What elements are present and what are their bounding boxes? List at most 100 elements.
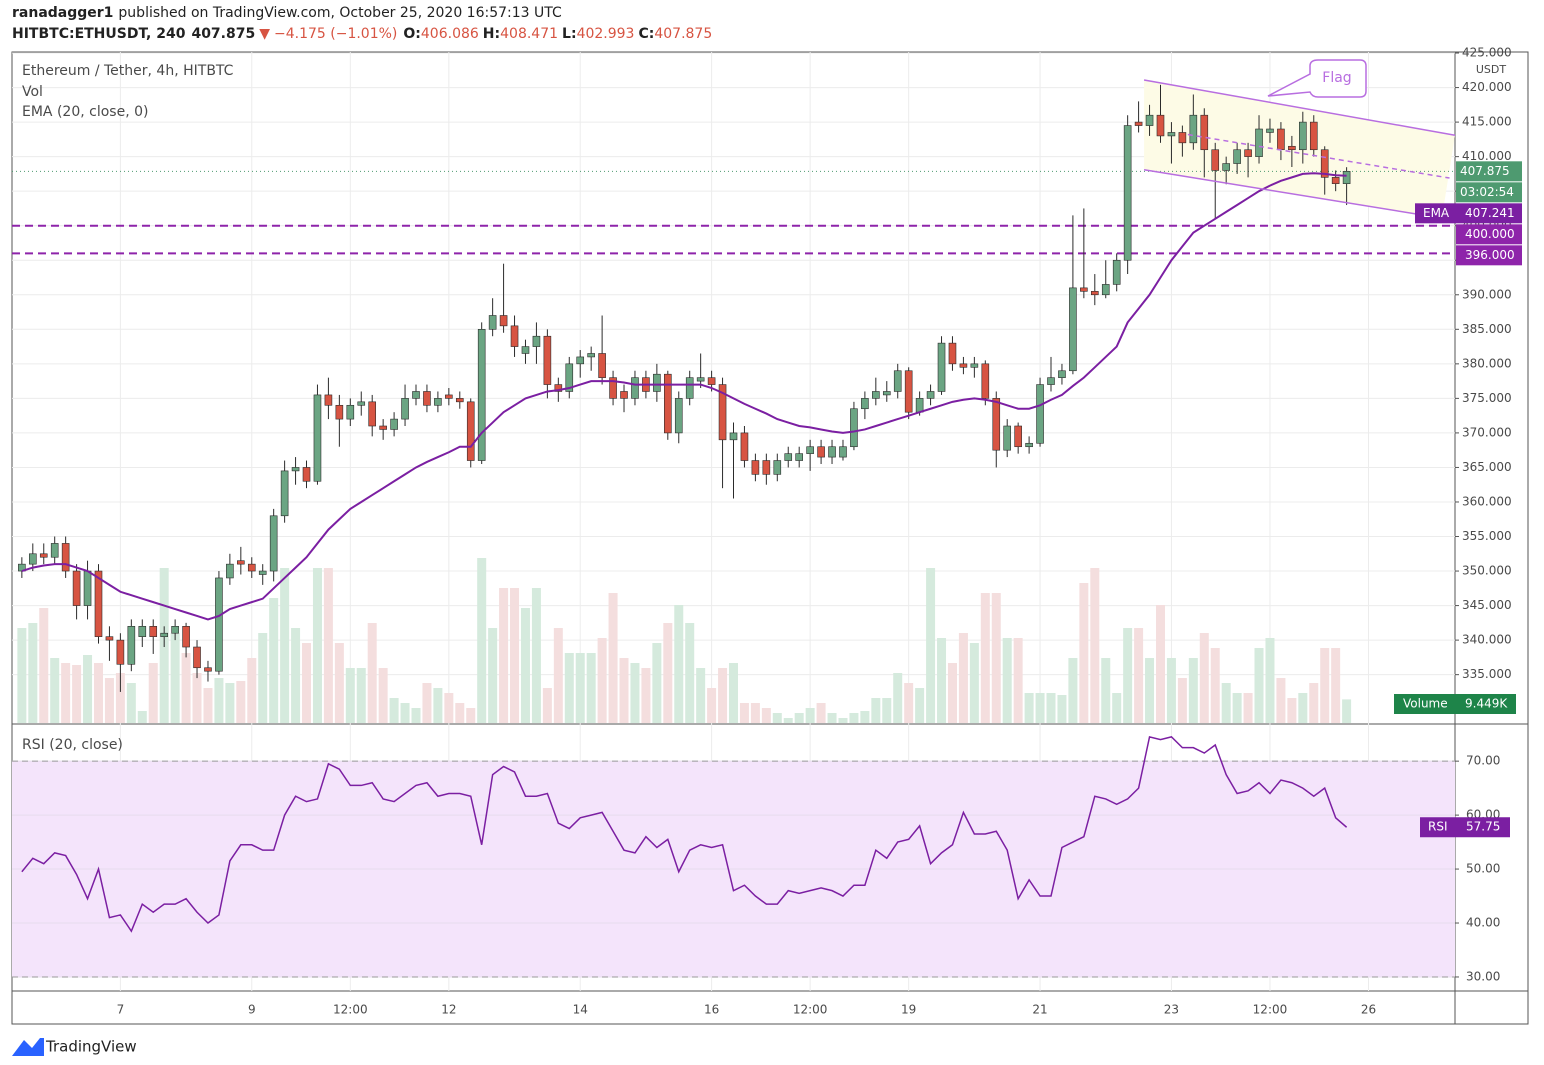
volume-bar: [608, 593, 618, 723]
volume-bar: [323, 568, 333, 723]
volume-bar: [739, 703, 749, 723]
last: 407.875: [191, 26, 255, 42]
x-tick-label: 9: [248, 1003, 256, 1017]
candle-body: [707, 377, 716, 385]
candle-body: [904, 370, 913, 413]
volume-bar: [444, 693, 454, 723]
candle-body: [1233, 149, 1241, 164]
volume-bar: [280, 568, 290, 723]
candle-body: [850, 408, 858, 448]
ohlc-label: L:: [562, 26, 577, 42]
candle-body: [138, 626, 147, 637]
volume-bar: [1188, 658, 1198, 723]
volume-bar: [564, 653, 574, 723]
candle-body: [521, 346, 530, 354]
candle-body: [466, 401, 475, 461]
volume-bar: [586, 653, 596, 723]
candle-body: [50, 543, 59, 558]
volume-bar: [236, 681, 246, 723]
candle-body: [357, 401, 366, 406]
volume-bar: [247, 658, 257, 723]
volume-bar: [214, 678, 224, 723]
candle-body: [674, 398, 683, 434]
volume-bar: [334, 643, 344, 723]
y-tick-label: 335.000: [1462, 667, 1512, 681]
ohlc-label: H:: [483, 26, 500, 42]
volume-bar: [1123, 628, 1133, 723]
volume-bar: [1342, 699, 1352, 723]
candle-body: [1112, 259, 1121, 285]
volume-value: 9.449K: [1465, 697, 1508, 711]
volume-bar: [225, 683, 235, 723]
candle-body: [1255, 128, 1263, 157]
x-tick-label: 26: [1361, 1003, 1376, 1017]
volume-bar: [181, 653, 191, 723]
level-label: 396.000: [1465, 248, 1515, 262]
candle-body: [751, 460, 760, 475]
volume-bar: [761, 708, 771, 723]
volume-bar: [61, 663, 71, 723]
volume-bar: [969, 643, 979, 723]
volume-bar: [663, 623, 673, 723]
flag-line: [1143, 169, 1442, 219]
volume-bar: [291, 628, 301, 723]
volume-bar: [1166, 658, 1176, 723]
candle-body: [1014, 425, 1022, 448]
volume-bar: [1134, 628, 1144, 723]
candle-body: [1156, 114, 1165, 137]
volume-bar: [411, 708, 421, 723]
volume-bar: [1035, 693, 1045, 723]
symbol: HITBTC:ETHUSDT, 240: [12, 26, 186, 42]
rsi-value: 57.75: [1466, 820, 1500, 834]
candle-body: [226, 563, 234, 579]
candle-body: [696, 377, 705, 382]
volume-bar: [652, 643, 662, 723]
x-tick-label: 12: [441, 1003, 456, 1017]
candle-body: [335, 404, 344, 420]
candle-body: [313, 394, 322, 482]
arrow: ▼: [259, 26, 270, 42]
candle-body: [258, 570, 267, 575]
volume-bar: [28, 623, 38, 723]
y-tick-label: 345.000: [1462, 598, 1512, 612]
candle-body: [1047, 377, 1055, 385]
volume-bar: [1210, 648, 1220, 723]
volume-bar: [1057, 695, 1067, 723]
x-tick-label: 23: [1164, 1003, 1179, 1017]
volume-bar: [137, 711, 147, 723]
candle-body: [105, 636, 114, 641]
candle-body: [872, 391, 880, 399]
volume-bar: [980, 593, 990, 723]
volume-bar: [926, 568, 936, 723]
volume-bar: [356, 668, 366, 723]
candle-body: [72, 570, 81, 606]
candle-body: [740, 432, 749, 461]
candle-body: [1080, 287, 1088, 292]
volume-bar: [619, 658, 629, 723]
volume-bar: [1254, 648, 1264, 723]
volume-bar: [1265, 638, 1275, 723]
candle-body: [171, 626, 179, 634]
author: ranadagger1: [12, 5, 113, 21]
candle-body: [620, 391, 628, 399]
candle-body: [1178, 132, 1187, 144]
level-label: 400.000: [1465, 227, 1515, 241]
volume-bar: [72, 665, 82, 723]
volume-bar: [1013, 638, 1023, 723]
candle-body: [1266, 128, 1274, 133]
ohlc-label: O:: [403, 26, 421, 42]
header-line: ranadagger1 published on TradingView.com,…: [12, 5, 562, 21]
volume-bar: [991, 593, 1001, 723]
candle-body: [39, 553, 48, 558]
last-price-box: [1456, 161, 1522, 182]
y-tick-label: 355.000: [1462, 529, 1512, 543]
candle-body: [1320, 149, 1329, 178]
candle-body: [445, 394, 453, 399]
volume-bar: [1068, 658, 1078, 723]
volume-box: [1394, 694, 1516, 714]
volume-bar: [805, 708, 815, 723]
candle-body: [1342, 171, 1351, 184]
candle-body: [773, 460, 782, 475]
candle-body: [193, 646, 201, 669]
candle-body: [970, 363, 979, 368]
